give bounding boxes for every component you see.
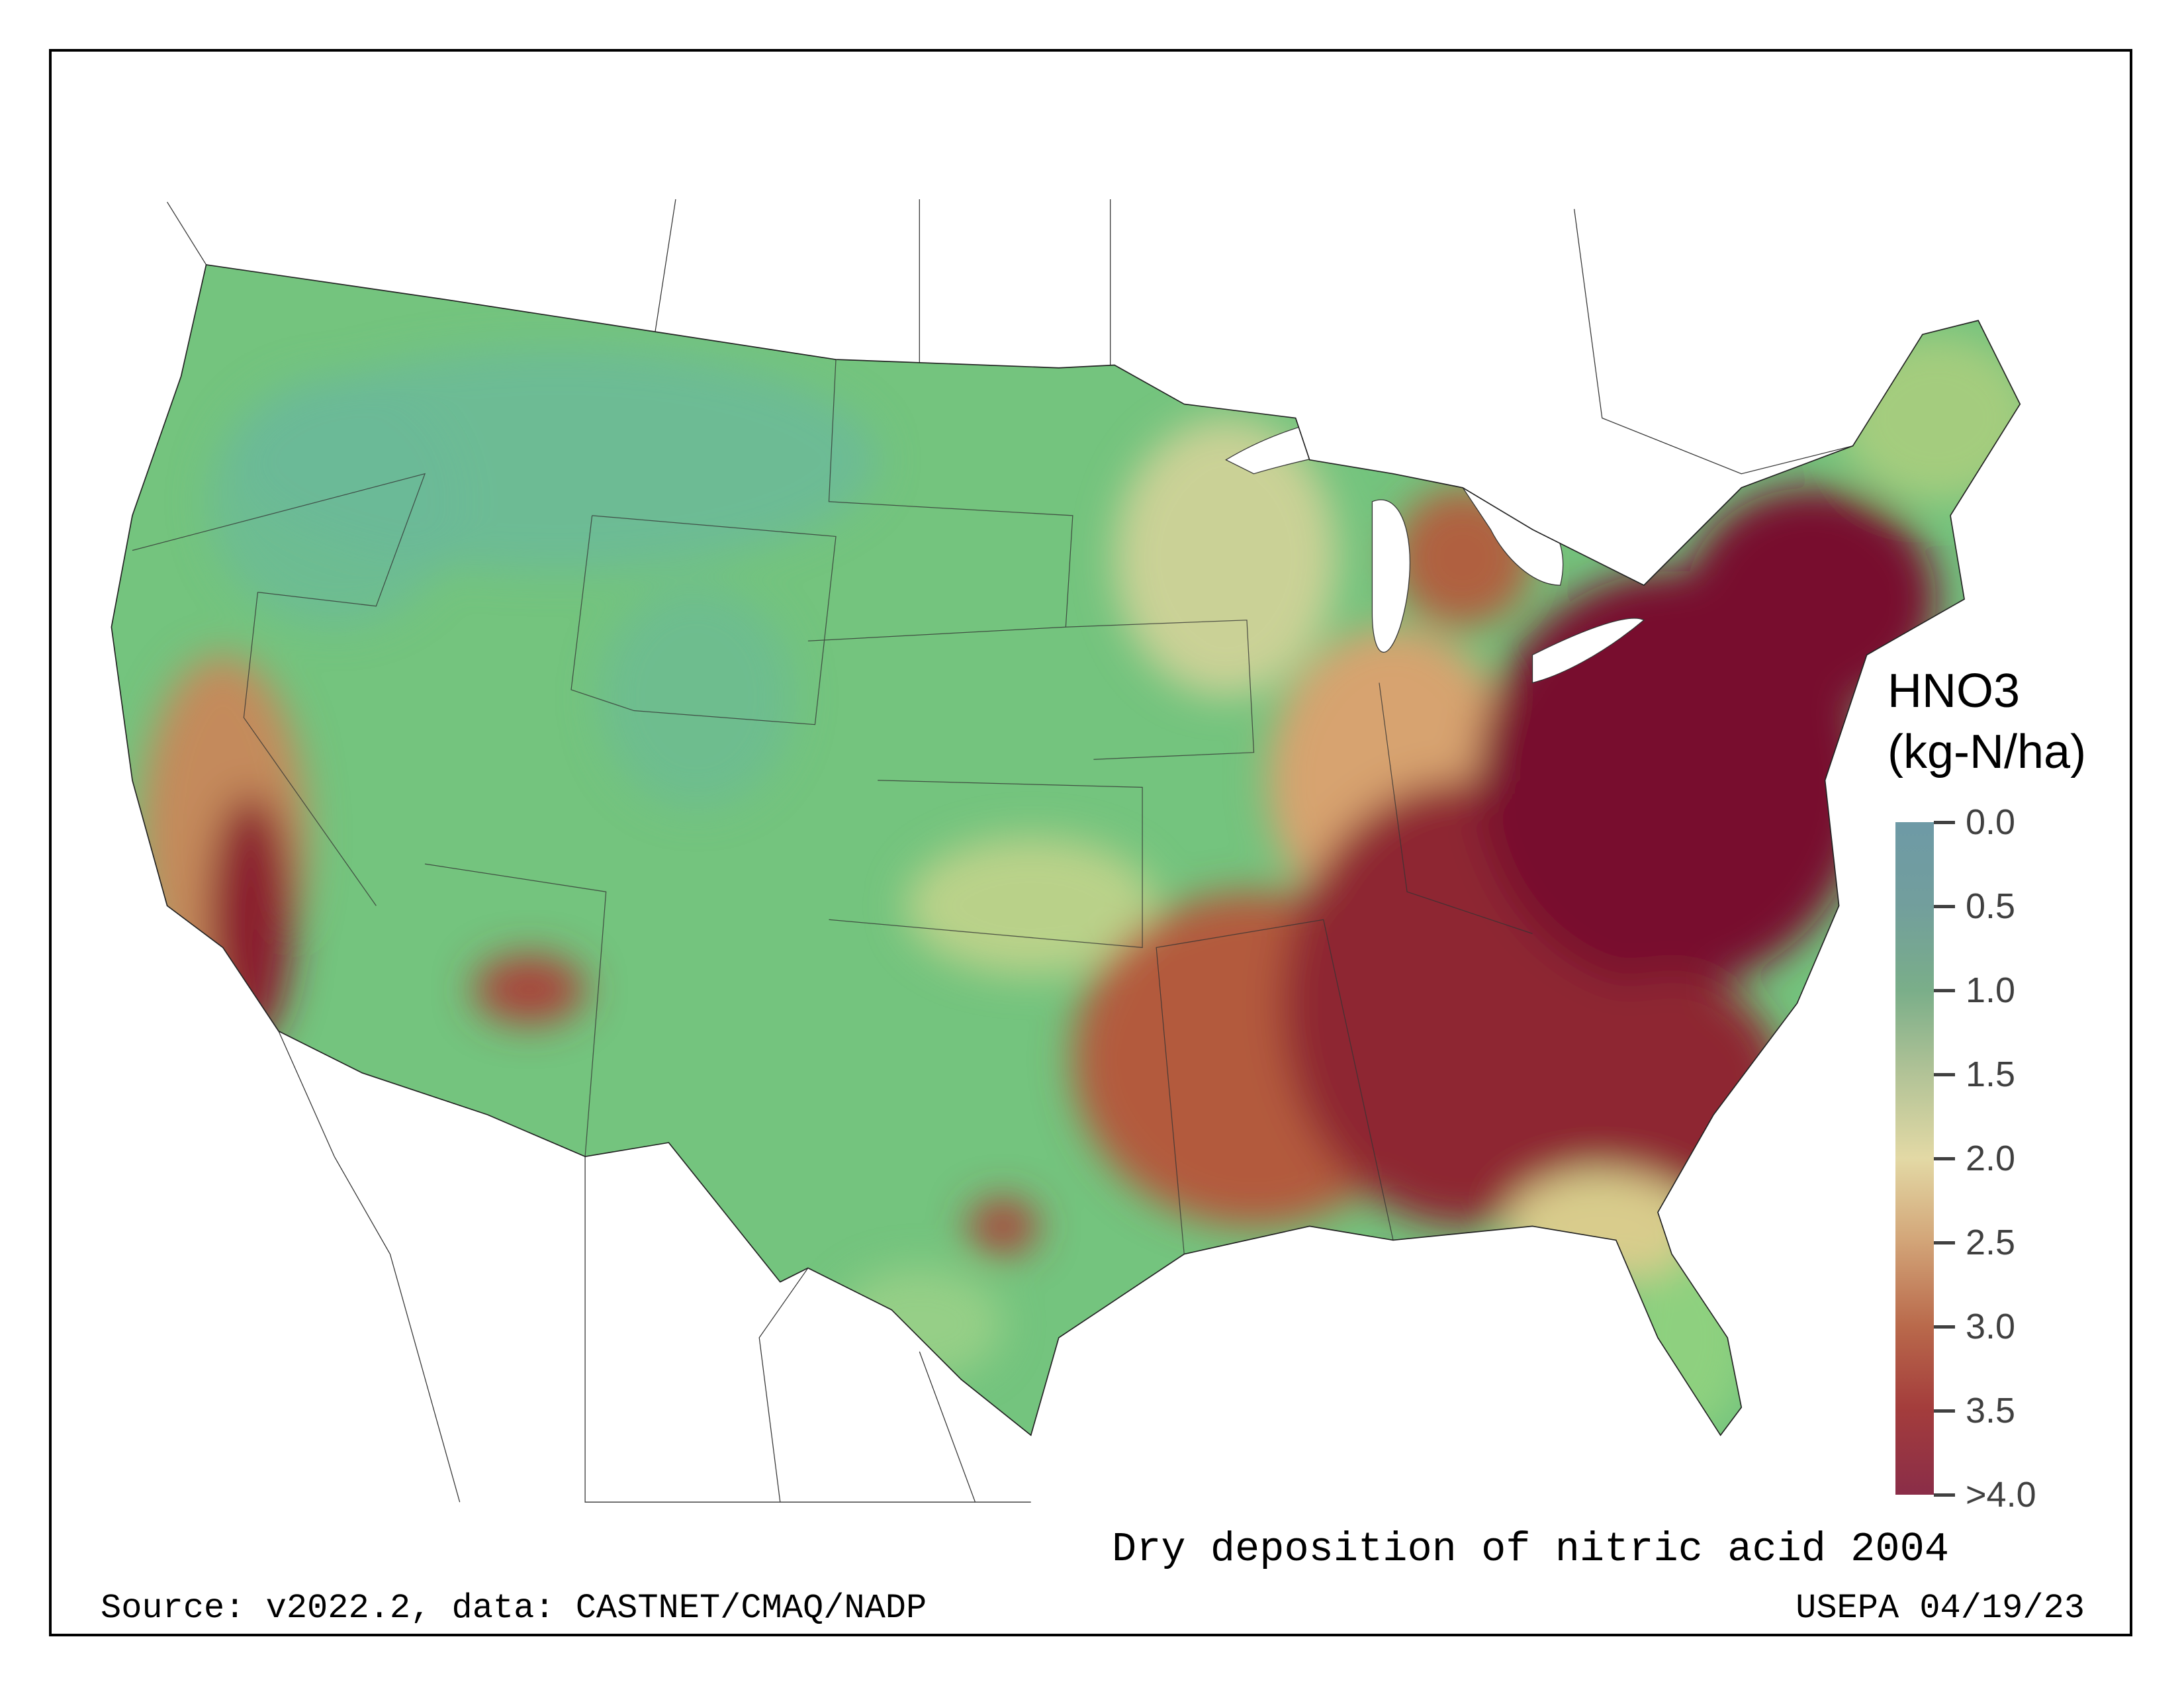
legend-tick <box>1934 1493 1955 1497</box>
legend-title: HNO3 <box>1888 665 2021 718</box>
legend-tick-label: 3.0 <box>1966 1307 2016 1346</box>
legend-tick <box>1934 989 1955 992</box>
legend-tick <box>1934 1073 1955 1076</box>
legend-tick <box>1934 1409 1955 1413</box>
legend-tick-label: 0.5 <box>1966 886 2016 926</box>
legend-tick-label: 3.5 <box>1966 1391 2016 1430</box>
map-title: Dry deposition of nitric acid 2004 <box>1112 1526 1950 1573</box>
credit-note: USEPA 04/19/23 <box>1796 1589 2085 1628</box>
legend-tick <box>1934 905 1955 908</box>
figure-border <box>49 49 2132 1636</box>
legend-tick <box>1934 1325 1955 1329</box>
legend-tick-label: 2.0 <box>1966 1139 2016 1178</box>
legend-colorbar <box>1895 822 1934 1495</box>
legend-units: (kg-N/ha) <box>1888 726 2087 778</box>
legend-tick-label: 1.5 <box>1966 1055 2016 1094</box>
legend-tick <box>1934 821 1955 824</box>
state-boundaries <box>132 359 1533 1254</box>
legend-tick <box>1934 1157 1955 1160</box>
legend-tick-label: 2.5 <box>1966 1223 2016 1262</box>
neighbor-outlines <box>167 199 1853 1503</box>
us-outline <box>111 264 2021 1436</box>
source-note: Source: v2022.2, data: CASTNET/CMAQ/NADP <box>101 1589 927 1628</box>
legend-tick-label: >4.0 <box>1966 1475 2036 1515</box>
legend-tick <box>1934 1241 1955 1244</box>
legend-tick-label: 1.0 <box>1966 970 2016 1010</box>
legend-tick-label: 0.0 <box>1966 802 2016 842</box>
